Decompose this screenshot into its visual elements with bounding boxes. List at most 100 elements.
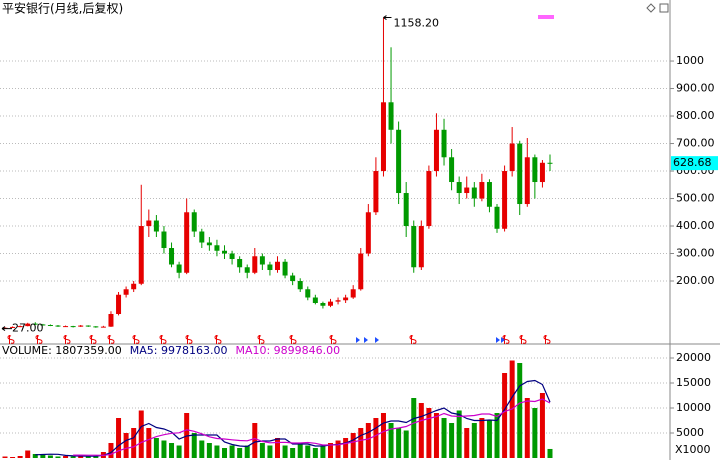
volume-bar xyxy=(327,443,333,458)
volume-bar xyxy=(449,423,455,458)
candle-body xyxy=(259,256,265,265)
volume-bar xyxy=(214,445,220,458)
candle-body xyxy=(244,267,250,273)
volume-bar xyxy=(433,413,439,458)
candle-body xyxy=(63,326,69,328)
volume-bar xyxy=(116,418,122,458)
candle-body xyxy=(380,102,386,172)
volume-bar xyxy=(388,423,394,458)
volume-bar xyxy=(532,408,538,458)
dividend-icon xyxy=(502,335,510,344)
candle-body xyxy=(373,171,379,213)
volume-unit: X1000 xyxy=(675,443,711,456)
volume-bar xyxy=(229,445,235,458)
event-icon xyxy=(375,337,379,343)
y-tick-label: 5000 xyxy=(676,426,704,439)
volume-bar xyxy=(70,456,76,458)
candle-body xyxy=(396,129,402,194)
volume-bar xyxy=(502,373,508,458)
annotation: 27.00 xyxy=(12,322,44,335)
candle-body xyxy=(449,157,455,183)
volume-bar xyxy=(275,438,280,458)
volume-bar xyxy=(350,433,356,458)
volume-bar xyxy=(32,454,38,458)
candle-body xyxy=(441,129,447,158)
volume-bar xyxy=(539,393,545,458)
candle-body xyxy=(426,171,432,227)
y-tick-label: 200.00 xyxy=(676,274,715,287)
candle-body xyxy=(532,157,538,183)
dividend-icon xyxy=(214,335,222,344)
candle-body xyxy=(539,162,545,183)
dividend-icon xyxy=(89,335,97,344)
candle-body xyxy=(93,326,99,328)
volume-bar xyxy=(380,413,386,458)
candle-body xyxy=(206,242,212,246)
volume-bar xyxy=(426,408,432,458)
volume-bar xyxy=(524,398,530,458)
y-tick-label: 800.00 xyxy=(676,109,715,122)
dividend-icon xyxy=(63,335,71,344)
candle-body xyxy=(290,275,296,282)
y-tick-label: 300.00 xyxy=(676,247,715,260)
volume-bar xyxy=(199,440,205,458)
candle-body xyxy=(108,314,114,327)
volume-bar xyxy=(290,448,296,458)
candle-body xyxy=(161,231,167,249)
candle-body xyxy=(517,143,523,205)
y-tick-label: 700.00 xyxy=(676,137,715,150)
volume-bar xyxy=(131,428,137,458)
candle-body xyxy=(55,325,61,327)
candle-body xyxy=(214,245,220,251)
legend-entry: MA5: 9978163.00 xyxy=(130,344,228,357)
volume-bar xyxy=(85,456,91,458)
annotation-arrow xyxy=(383,15,392,20)
event-icon xyxy=(356,337,360,343)
candle-body xyxy=(524,157,530,205)
volume-bar xyxy=(373,418,379,458)
candle-body xyxy=(350,289,356,298)
y-tick-label: 10000 xyxy=(676,401,711,414)
volume-bar xyxy=(320,445,326,458)
legend-entry: VOLUME: 1807359.00 xyxy=(2,344,122,357)
candle-body xyxy=(169,248,175,265)
candle-body xyxy=(320,303,326,306)
volume-bar xyxy=(494,413,500,458)
icon xyxy=(538,15,554,19)
candle-body xyxy=(123,289,129,295)
candle-body xyxy=(471,187,477,199)
candle-body xyxy=(229,253,235,260)
volume-bar xyxy=(297,443,303,458)
candle-body xyxy=(222,250,228,254)
volume-bar xyxy=(479,418,485,458)
y-tick-label: 1000 xyxy=(676,54,704,67)
volume-bar xyxy=(456,410,462,458)
candle-body xyxy=(138,226,144,284)
candle-body xyxy=(70,326,76,328)
volume-bar xyxy=(10,457,16,458)
volume-bar xyxy=(312,448,318,458)
volume-bar xyxy=(335,440,341,458)
candle-body xyxy=(411,226,417,268)
volume-bar xyxy=(176,445,182,458)
candle-body xyxy=(502,171,508,229)
volume-bar xyxy=(47,455,53,458)
volume-bar xyxy=(146,428,152,458)
volume-bar xyxy=(93,456,99,458)
volume-bar xyxy=(396,428,402,458)
volume-bar xyxy=(2,456,8,458)
ma5-line xyxy=(35,379,551,457)
y-tick-label: 500.00 xyxy=(676,192,715,205)
volume-bar xyxy=(464,428,470,458)
dividend-icon xyxy=(159,335,167,344)
candle-body xyxy=(100,326,106,328)
annotation-arrow xyxy=(1,326,12,331)
candle-body xyxy=(78,325,84,327)
volume-bar xyxy=(343,438,349,458)
icon xyxy=(646,3,656,13)
volume-bar xyxy=(411,398,417,458)
candle-body xyxy=(486,182,492,207)
dividend-icon xyxy=(543,335,551,344)
dividend-icon xyxy=(107,335,115,344)
volume-bar xyxy=(282,445,288,458)
